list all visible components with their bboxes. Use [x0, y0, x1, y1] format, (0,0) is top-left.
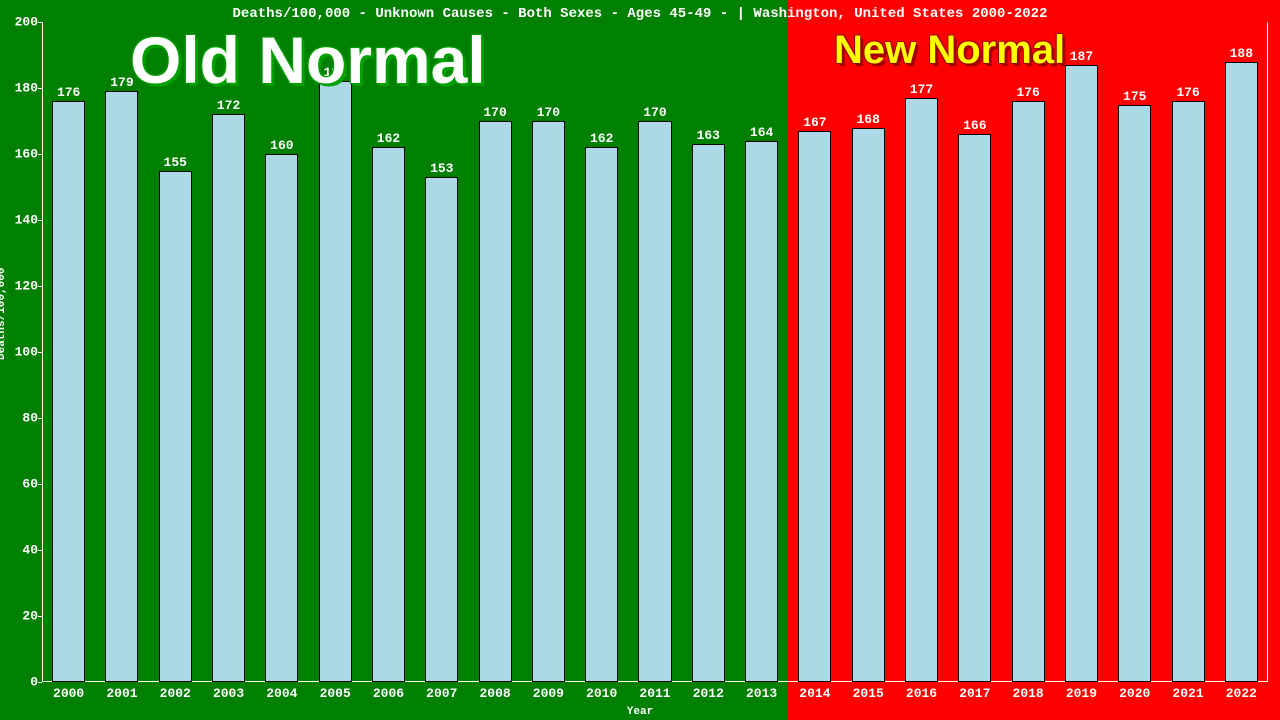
- bar: 163: [692, 144, 725, 682]
- y-tick-label: 100: [2, 345, 38, 360]
- bar-value-label: 160: [270, 138, 293, 153]
- bar: 168: [852, 128, 885, 682]
- y-tick-mark: [38, 550, 42, 551]
- x-tick-label: 2015: [853, 686, 884, 701]
- y-tick-label: 80: [2, 411, 38, 426]
- x-tick-label: 2001: [106, 686, 137, 701]
- bar: 187: [1065, 65, 1098, 682]
- bar: 155: [159, 171, 192, 683]
- bar: 176: [1172, 101, 1205, 682]
- y-tick-mark: [38, 220, 42, 221]
- bar: 177: [905, 98, 938, 682]
- bar-value-label: 187: [1070, 49, 1093, 64]
- bar: 167: [798, 131, 831, 682]
- bar: 188: [1225, 62, 1258, 682]
- x-tick-label: 2013: [746, 686, 777, 701]
- bar-value-label: 163: [697, 128, 720, 143]
- x-tick-label: 2014: [799, 686, 830, 701]
- bar: 172: [212, 114, 245, 682]
- x-tick-label: 2019: [1066, 686, 1097, 701]
- bar: 166: [958, 134, 991, 682]
- bar: 176: [1012, 101, 1045, 682]
- y-tick-label: 180: [2, 81, 38, 96]
- bar: 162: [585, 147, 618, 682]
- bar-value-label: 170: [537, 105, 560, 120]
- bar: 175: [1118, 105, 1151, 683]
- overlay-text: Old Normal: [130, 22, 486, 98]
- bar-value-label: 162: [377, 131, 400, 146]
- y-tick-mark: [38, 484, 42, 485]
- y-tick-label: 200: [2, 15, 38, 30]
- bar-value-label: 176: [57, 85, 80, 100]
- x-tick-label: 2002: [160, 686, 191, 701]
- y-tick-label: 0: [2, 675, 38, 690]
- bar: 176: [52, 101, 85, 682]
- bar-value-label: 155: [164, 155, 187, 170]
- bar-value-label: 170: [643, 105, 666, 120]
- y-tick-mark: [38, 352, 42, 353]
- bar: 170: [479, 121, 512, 682]
- bar-value-label: 177: [910, 82, 933, 97]
- bar-value-label: 168: [857, 112, 880, 127]
- y-tick-mark: [38, 682, 42, 683]
- bar: 153: [425, 177, 458, 682]
- x-tick-label: 2003: [213, 686, 244, 701]
- x-tick-label: 2008: [479, 686, 510, 701]
- y-tick-mark: [38, 22, 42, 23]
- bar-value-label: 172: [217, 98, 240, 113]
- bar-value-label: 176: [1016, 85, 1039, 100]
- y-tick-mark: [38, 418, 42, 419]
- chart-title: Deaths/100,000 - Unknown Causes - Both S…: [0, 6, 1280, 22]
- x-tick-label: 2018: [1013, 686, 1044, 701]
- y-tick-label: 140: [2, 213, 38, 228]
- x-tick-label: 2010: [586, 686, 617, 701]
- plot-area: 1761791551721601821621531701701621701631…: [42, 22, 1268, 682]
- x-tick-label: 2007: [426, 686, 457, 701]
- y-tick-label: 160: [2, 147, 38, 162]
- y-tick-label: 120: [2, 279, 38, 294]
- x-tick-label: 2012: [693, 686, 724, 701]
- x-tick-label: 2000: [53, 686, 84, 701]
- bar: 164: [745, 141, 778, 682]
- y-tick-label: 40: [2, 543, 38, 558]
- bar: 160: [265, 154, 298, 682]
- x-tick-label: 2020: [1119, 686, 1150, 701]
- bar-value-label: 164: [750, 125, 773, 140]
- y-tick-label: 60: [2, 477, 38, 492]
- y-tick-label: 20: [2, 609, 38, 624]
- bar-value-label: 170: [483, 105, 506, 120]
- bar-value-label: 175: [1123, 89, 1146, 104]
- x-tick-label: 2016: [906, 686, 937, 701]
- bar-value-label: 166: [963, 118, 986, 133]
- overlay-text: New Normal: [834, 28, 1065, 73]
- x-tick-label: 2022: [1226, 686, 1257, 701]
- x-tick-label: 2005: [320, 686, 351, 701]
- bar-value-label: 162: [590, 131, 613, 146]
- x-tick-label: 2011: [639, 686, 670, 701]
- y-tick-mark: [38, 286, 42, 287]
- x-tick-label: 2006: [373, 686, 404, 701]
- bar-value-label: 153: [430, 161, 453, 176]
- bar: 179: [105, 91, 138, 682]
- y-tick-mark: [38, 154, 42, 155]
- bar: 162: [372, 147, 405, 682]
- x-tick-label: 2004: [266, 686, 297, 701]
- bar: 182: [319, 81, 352, 682]
- bar-value-label: 176: [1176, 85, 1199, 100]
- x-tick-label: 2017: [959, 686, 990, 701]
- x-tick-label: 2009: [533, 686, 564, 701]
- bar: 170: [638, 121, 671, 682]
- x-axis-label: Year: [0, 706, 1280, 718]
- bar-value-label: 167: [803, 115, 826, 130]
- bars-container: 1761791551721601821621531701701621701631…: [42, 22, 1268, 682]
- y-tick-mark: [38, 616, 42, 617]
- x-tick-label: 2021: [1172, 686, 1203, 701]
- bar: 170: [532, 121, 565, 682]
- y-tick-mark: [38, 88, 42, 89]
- bar-value-label: 188: [1230, 46, 1253, 61]
